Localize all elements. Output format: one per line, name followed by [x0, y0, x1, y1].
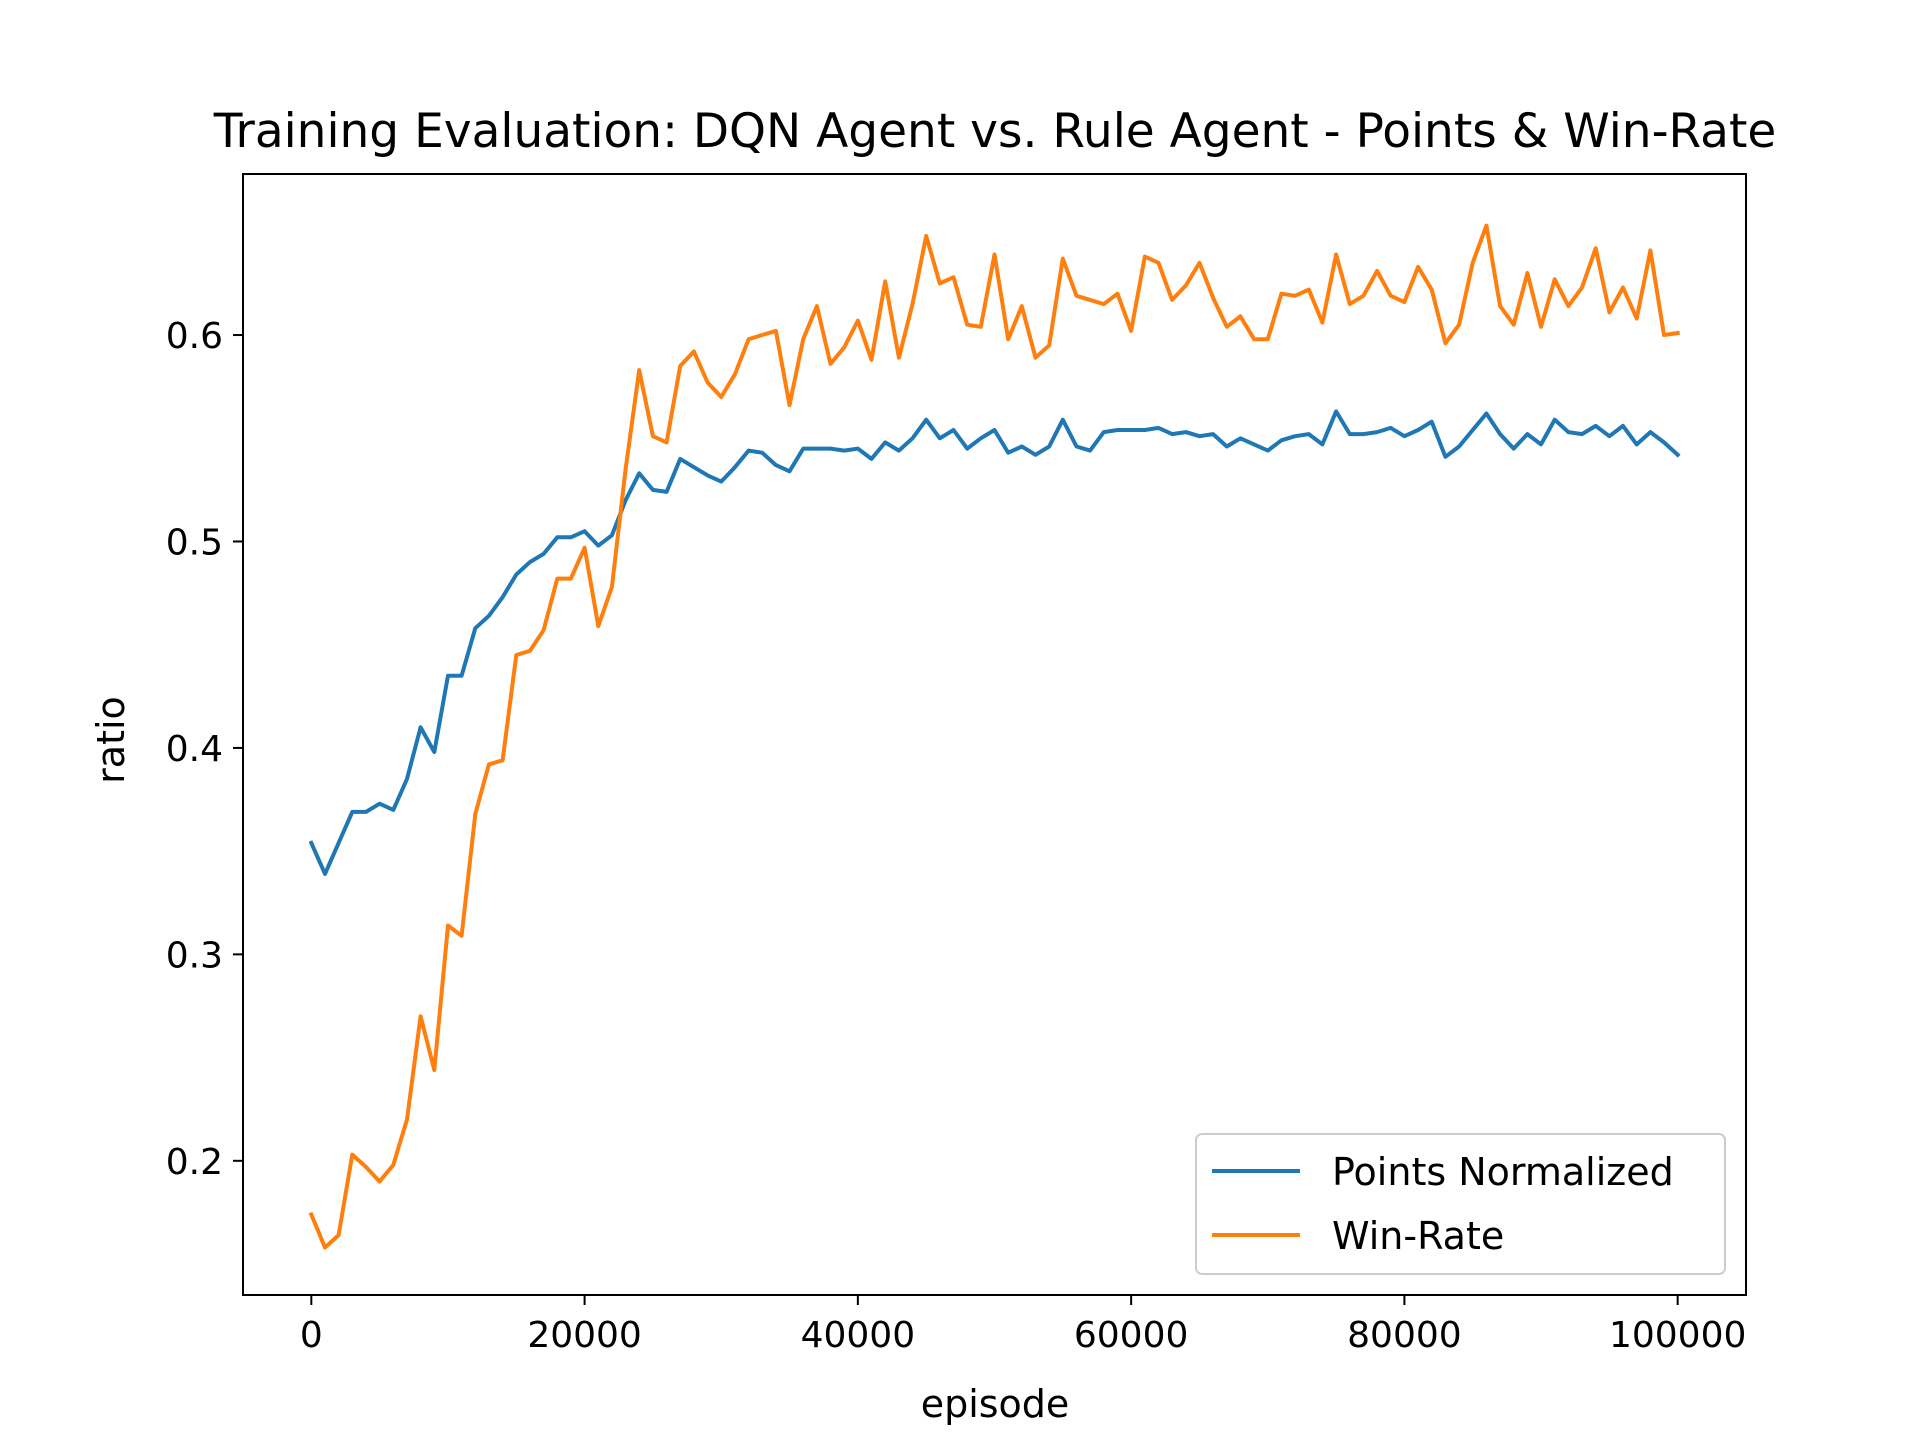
chart-title: Training Evaluation: DQN Agent vs. Rule … — [213, 104, 1777, 159]
legend-label-points-normalized: Points Normalized — [1332, 1150, 1674, 1194]
x-tick-label: 20000 — [527, 1315, 642, 1356]
y-axis-ticks: 0.2 0.3 0.4 0.5 0.6 — [166, 316, 243, 1183]
y-axis-label: ratio — [89, 696, 133, 784]
legend: Points Normalized Win-Rate — [1195, 1133, 1726, 1275]
x-tick-label: 60000 — [1074, 1315, 1189, 1356]
y-tick-label: 0.6 — [166, 316, 223, 357]
y-tick-label: 0.2 — [166, 1142, 223, 1183]
x-axis-ticks: 0 20000 40000 60000 80000 100000 — [300, 1295, 1746, 1356]
x-tick-label: 80000 — [1347, 1315, 1462, 1356]
x-tick-label: 100000 — [1609, 1315, 1746, 1356]
legend-box — [1195, 1133, 1726, 1275]
plot-area — [243, 174, 1746, 1295]
x-tick-label: 0 — [300, 1315, 323, 1356]
series-layer — [308, 223, 1681, 1250]
y-tick-label: 0.5 — [166, 522, 223, 563]
series-line-points-normalized — [308, 409, 1681, 876]
y-tick-label: 0.3 — [166, 935, 223, 976]
plot-frame — [242, 173, 1747, 1296]
legend-label-win-rate: Win-Rate — [1332, 1214, 1504, 1258]
x-tick-label: 40000 — [801, 1315, 916, 1356]
y-tick-label: 0.4 — [166, 729, 223, 770]
x-axis-label: episode — [921, 1382, 1070, 1426]
series-line-win-rate — [308, 223, 1680, 1250]
